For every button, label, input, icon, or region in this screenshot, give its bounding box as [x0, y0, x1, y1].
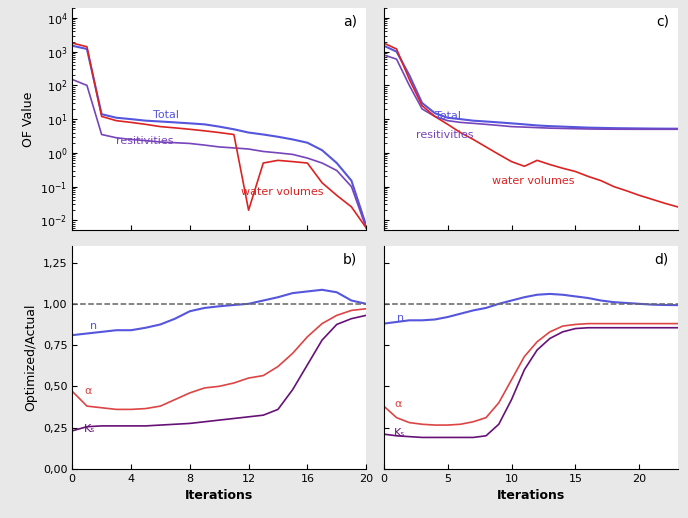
Text: Total: Total: [153, 110, 179, 120]
X-axis label: Iterations: Iterations: [185, 489, 253, 502]
Y-axis label: Optimized/Actual: Optimized/Actual: [24, 304, 37, 411]
Text: α: α: [394, 399, 401, 409]
Text: Total: Total: [435, 111, 461, 121]
Text: resitivities: resitivities: [416, 130, 473, 140]
Y-axis label: OF Value: OF Value: [22, 92, 35, 147]
Text: Kₛ: Kₛ: [394, 428, 405, 438]
Text: water volumes: water volumes: [241, 188, 324, 197]
X-axis label: Iterations: Iterations: [497, 489, 565, 502]
Text: d): d): [654, 253, 669, 267]
Text: n: n: [396, 313, 404, 323]
Text: b): b): [343, 253, 357, 267]
Text: resitivities: resitivities: [116, 136, 174, 146]
Text: Kₛ: Kₛ: [84, 424, 96, 435]
Text: n: n: [90, 321, 97, 332]
Text: α: α: [84, 386, 92, 396]
Text: water volumes: water volumes: [493, 176, 575, 186]
Text: c): c): [656, 15, 669, 28]
Text: a): a): [343, 15, 357, 28]
